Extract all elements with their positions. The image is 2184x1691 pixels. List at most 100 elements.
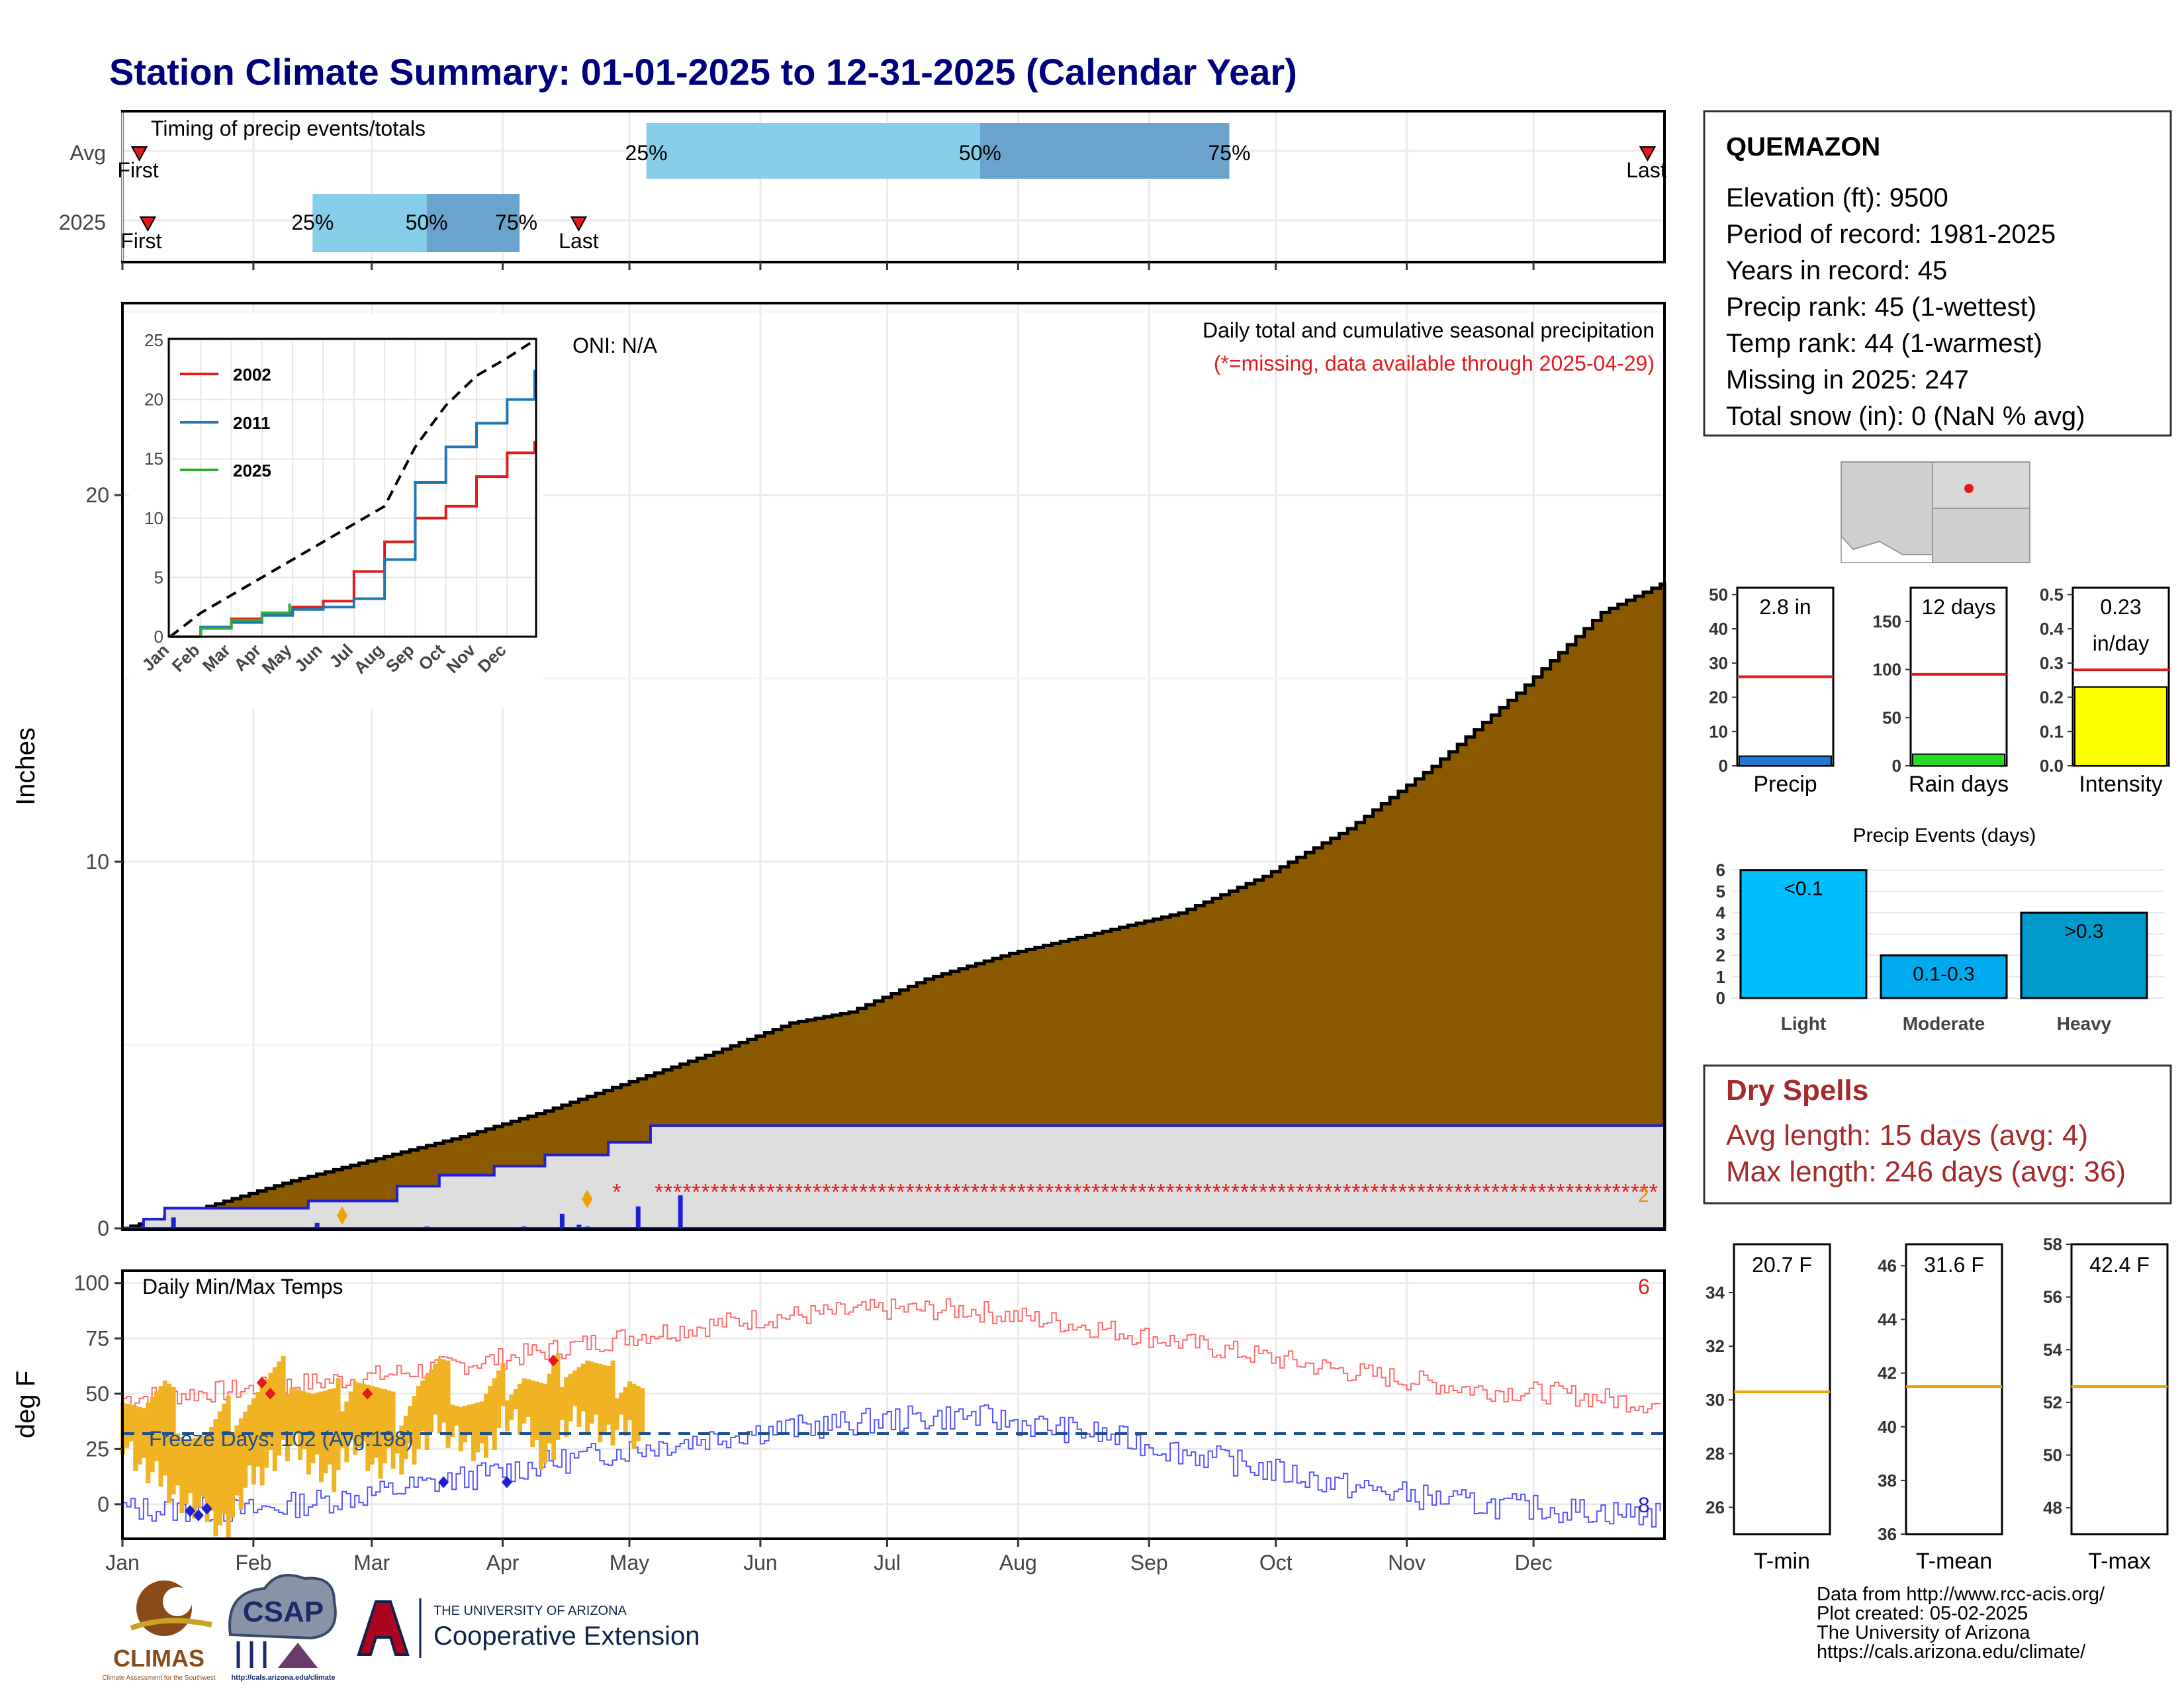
- missing-star: *: [1398, 1180, 1407, 1205]
- events-y-tick-label: 3: [1716, 924, 1725, 944]
- missing-star: *: [1054, 1180, 1063, 1205]
- station-line: Total snow (in): 0 (NaN % avg): [1726, 402, 2085, 431]
- month-label: Oct: [1259, 1551, 1293, 1575]
- observed-temp-bar: [387, 1390, 392, 1448]
- temp-bar-frame: [2070, 1243, 2169, 1535]
- temp-y-label: deg F: [11, 1371, 40, 1438]
- min-count: 8: [1638, 1493, 1650, 1517]
- station-line: Years in record: 45: [1726, 256, 1947, 285]
- missing-star: *: [803, 1180, 812, 1205]
- missing-star: *: [1361, 1180, 1369, 1205]
- missing-star: *: [1296, 1180, 1304, 1205]
- timing-panel: Timing of precip events/totals Avg 2025 …: [59, 110, 1666, 263]
- observed-temp-bar: [433, 1363, 438, 1415]
- observed-temp-bar: [496, 1370, 502, 1428]
- snow-marker: [582, 1189, 593, 1209]
- missing-star: *: [1287, 1180, 1295, 1205]
- missing-star: *: [1445, 1180, 1453, 1205]
- missing-star: *: [785, 1180, 794, 1205]
- observed-temp-bar: [314, 1393, 320, 1455]
- mini-y-tick-label: 50: [1709, 584, 1728, 604]
- mini-bar-label: Intensity: [2079, 772, 2163, 797]
- observed-temp-bar: [627, 1381, 633, 1420]
- missing-star: *: [794, 1180, 803, 1205]
- map-state-nm: [1932, 461, 2030, 509]
- missing-star: *: [887, 1180, 895, 1205]
- events-bar: [2020, 911, 2148, 999]
- missing-star: *: [766, 1180, 775, 1205]
- month-label: Feb: [235, 1551, 271, 1575]
- daily-bar: [635, 1206, 641, 1228]
- missing-note: (*=missing, data available through 2025-…: [1214, 351, 1655, 375]
- precip-panel: * * * * * * * * * * * * * * * * * * * * * * * * * * * * * * * * * * * * * * * *…: [11, 302, 1666, 1240]
- missing-star: *: [841, 1180, 849, 1205]
- missing-star: *: [850, 1180, 858, 1205]
- record-high-marker: [548, 1354, 559, 1367]
- dry-frame: [1703, 1064, 2172, 1205]
- missing-star: *: [1500, 1180, 1509, 1205]
- temp-bar-y-tick-label: 40: [1878, 1417, 1897, 1437]
- missing-star: *: [738, 1180, 747, 1205]
- daily-bar: [576, 1224, 582, 1228]
- mini-bar-value-label: 0.23: [2100, 595, 2141, 619]
- mini-y-tick-label: 40: [1709, 619, 1728, 639]
- observed-temp-bar: [137, 1406, 142, 1465]
- missing-star: *: [868, 1180, 877, 1205]
- observed-temp-bar: [509, 1394, 514, 1420]
- temp-bar-y-tick-label: 58: [2043, 1234, 2062, 1254]
- observed-temp-bar: [449, 1404, 455, 1437]
- temperature-panel: 0 25 50 75 100 deg F Daily Min/Max Temps Fre…: [11, 1269, 1666, 1540]
- mini-y-tick-label: 20: [1709, 688, 1728, 708]
- csap-name: CSAP: [243, 1596, 324, 1628]
- missing-star: *: [1064, 1180, 1072, 1205]
- observed-temp-bar: [559, 1387, 565, 1420]
- observed-temp-bar: [614, 1398, 619, 1430]
- y2025-bar-50-75: [426, 194, 520, 252]
- observed-temp-bar: [518, 1383, 523, 1435]
- inset-2025-line: [170, 603, 291, 638]
- missing-star: *: [776, 1180, 784, 1205]
- mini-bar-label: Precip: [1753, 772, 1817, 797]
- observed-temp-bar: [285, 1393, 290, 1461]
- missing-star: *: [1640, 1180, 1649, 1205]
- temp-bar-value-label: 42.4 F: [2089, 1253, 2150, 1277]
- missing-star: *: [1370, 1180, 1379, 1205]
- station-line: Temp rank: 44 (1-warmest): [1726, 329, 2042, 358]
- record-low-marker: [185, 1504, 196, 1517]
- footer-line: https://cals.arizona.edu/climate/: [1817, 1641, 2086, 1663]
- avg-last-label: Last: [1626, 158, 1666, 182]
- events-y-tick-label: 4: [1716, 903, 1726, 923]
- oni-label: ONI: N/A: [572, 334, 658, 357]
- missing-star: *: [1631, 1180, 1639, 1205]
- mini-y-tick-label: 50: [1882, 708, 1901, 727]
- temp-y-tick-label: 50: [85, 1382, 109, 1406]
- missing-star: *: [1519, 1180, 1527, 1205]
- missing-star: *: [1528, 1180, 1537, 1205]
- ua-university: THE UNIVERSITY OF ARIZONA: [433, 1604, 627, 1618]
- missing-star: *: [962, 1180, 970, 1205]
- missing-star: *: [1491, 1180, 1500, 1205]
- month-label: Mar: [353, 1551, 390, 1575]
- missing-star: *: [878, 1180, 886, 1205]
- observed-temp-bar: [209, 1426, 214, 1511]
- observed-temp-bar: [504, 1400, 510, 1432]
- csap-rain: [236, 1641, 267, 1668]
- observed-temp-bar: [598, 1363, 603, 1443]
- missing-star: *: [1156, 1180, 1165, 1205]
- mini-bar-value: [1739, 755, 1832, 766]
- precip-frame: [121, 302, 1666, 1231]
- temp-bar-y-tick-label: 38: [1878, 1471, 1897, 1490]
- observed-temp-bar: [188, 1439, 193, 1494]
- inset-y-tick-label: 10: [144, 508, 163, 528]
- month-label: Sep: [1130, 1551, 1168, 1575]
- observed-temp-bar: [293, 1389, 298, 1435]
- footer-line: Plot created: 05-02-2025: [1817, 1603, 2028, 1624]
- csap-cloud: [228, 1574, 337, 1640]
- missing-star: *: [757, 1180, 766, 1205]
- inset-frame: [167, 338, 537, 638]
- daily-bar: [678, 1195, 683, 1228]
- temp-bar-y-tick-label: 42: [1878, 1363, 1897, 1383]
- observed-temp-bar: [183, 1440, 189, 1504]
- snow-marker: [336, 1206, 347, 1225]
